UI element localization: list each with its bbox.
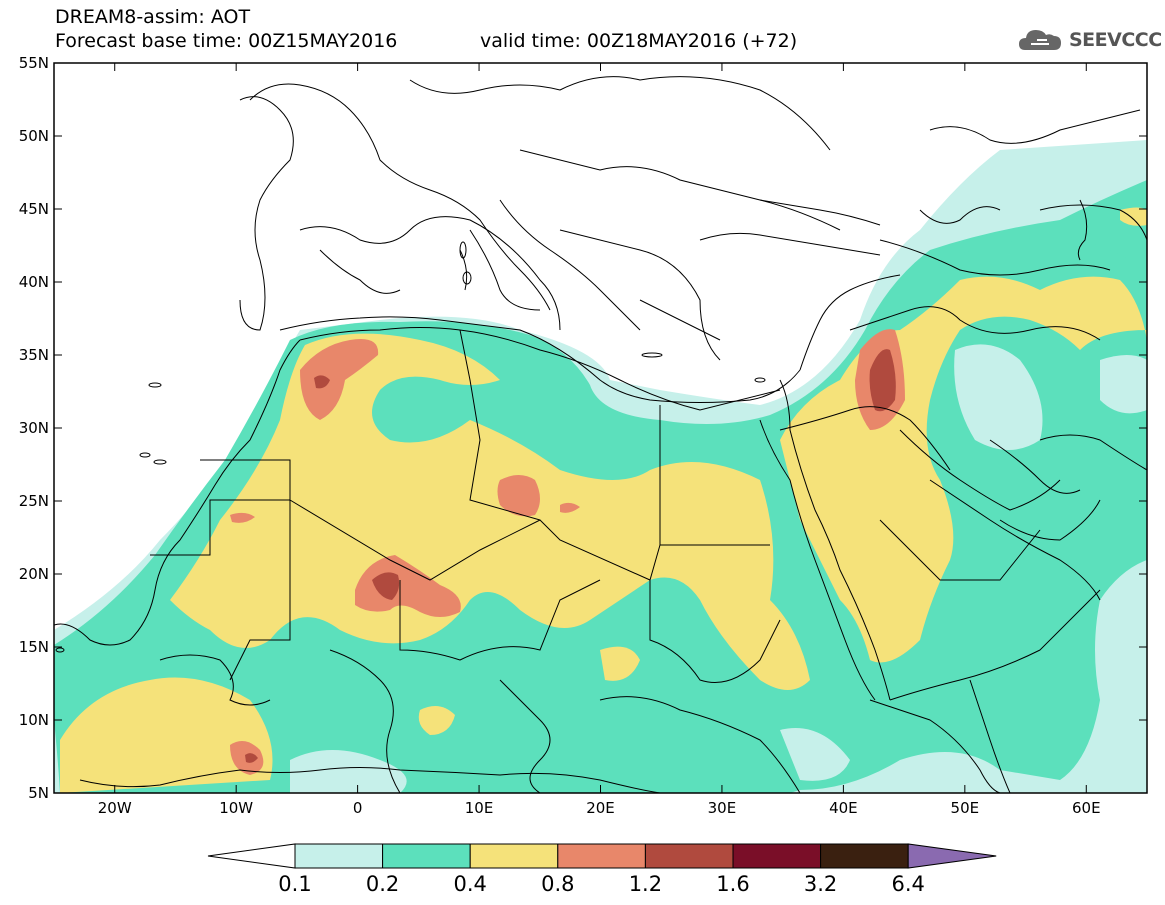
aot-contour-1.2	[245, 349, 896, 763]
colorbar-label: 1.2	[629, 872, 662, 896]
lat-label: 25N	[19, 492, 49, 510]
lon-label: 10W	[219, 799, 253, 817]
lon-label: 30E	[708, 799, 737, 817]
lon-label: 10E	[465, 799, 494, 817]
map-title: DREAM8-assim: AOT	[55, 6, 251, 28]
cloud-icon	[1019, 30, 1061, 50]
colorbar-segment	[557, 843, 646, 869]
colorbar-segment	[382, 843, 471, 869]
colorbar-label: 0.1	[278, 872, 311, 896]
colorbar-segment	[644, 843, 734, 869]
seevccc-logo: SEEVCCC	[1017, 24, 1162, 56]
lat-label: 50N	[19, 127, 49, 145]
lon-label: 40E	[829, 799, 858, 817]
colorbar-label: 0.2	[366, 872, 399, 896]
colorbar-over-triangle	[907, 843, 997, 869]
coastlines	[54, 83, 1101, 793]
valid-time: valid time: 00Z18MAY2016 (+72)	[480, 30, 798, 52]
lat-label: 35N	[19, 346, 49, 364]
islands	[55, 241, 766, 653]
lon-label: 20E	[586, 799, 615, 817]
lat-ticks: 55N 50N 45N 40N 35N 30N 25N 20N 15N 10N 5N	[19, 54, 1147, 802]
colorbar-segment	[469, 843, 559, 869]
lat-label: 5N	[28, 784, 49, 802]
lat-label: 40N	[19, 273, 49, 291]
colorbar: 0.1 0.2 0.4 0.8 1.2 1.6 3.2 6.4	[207, 843, 997, 896]
lat-label: 45N	[19, 200, 49, 218]
country-borders	[150, 76, 1147, 793]
colorbar-label: 0.8	[541, 872, 574, 896]
forecast-base-time: Forecast base time: 00Z15MAY2016	[55, 30, 398, 52]
lat-label: 20N	[19, 565, 49, 583]
colorbar-segment	[732, 843, 822, 869]
aot-contour-low-patches	[290, 344, 1147, 793]
lon-label: 20W	[98, 799, 132, 817]
lon-label: 50E	[951, 799, 980, 817]
colorbar-segment	[820, 843, 909, 869]
lon-ticks: 20W 10W 0 10E 20E 30E 40E 50E 60E	[98, 63, 1101, 817]
colorbar-under-triangle	[207, 843, 296, 869]
lat-label: 55N	[19, 54, 49, 72]
colorbar-label: 3.2	[804, 872, 837, 896]
colorbar-label: 1.6	[716, 872, 749, 896]
colorbar-label: 6.4	[891, 872, 924, 896]
lon-label: 60E	[1072, 799, 1101, 817]
colorbar-segment	[294, 843, 384, 869]
lat-label: 10N	[19, 711, 49, 729]
lon-label: 0	[353, 799, 363, 817]
lat-label: 15N	[19, 638, 49, 656]
lat-label: 30N	[19, 419, 49, 437]
colorbar-label: 0.4	[453, 872, 486, 896]
